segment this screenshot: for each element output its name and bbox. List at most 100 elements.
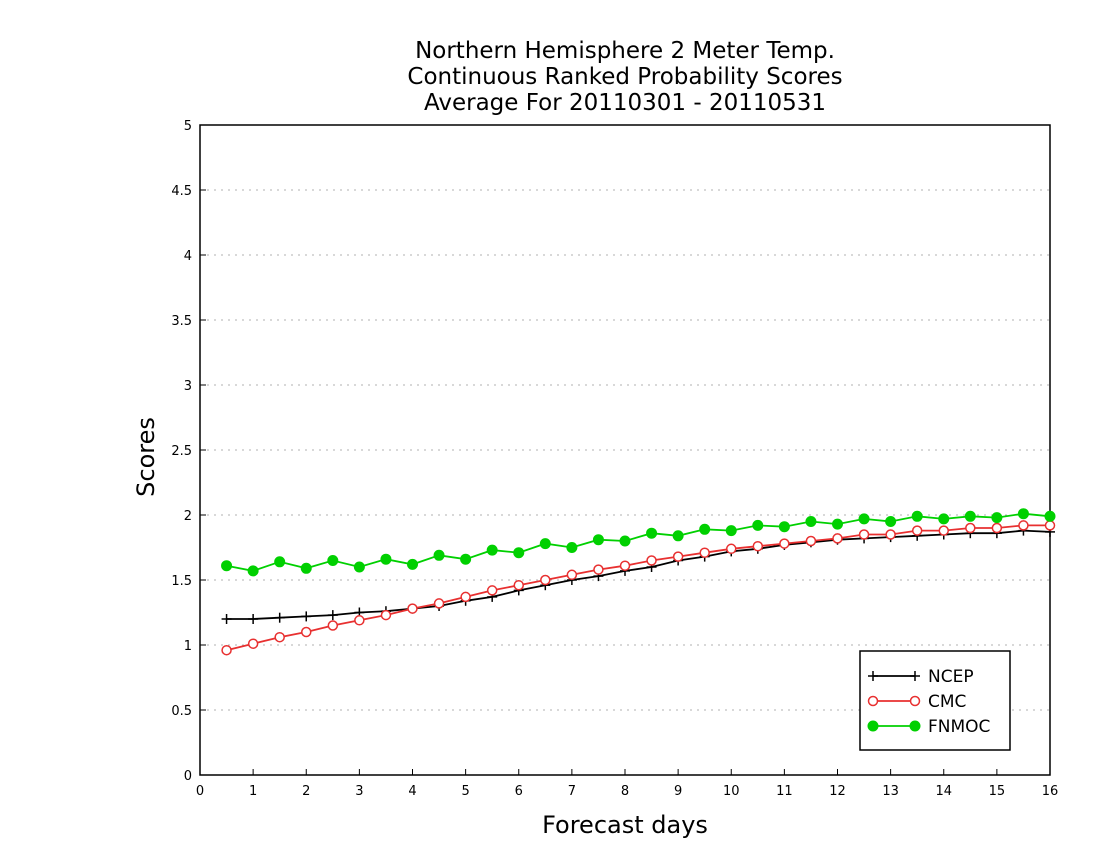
legend-label: NCEP — [928, 667, 974, 687]
legend-marker — [909, 695, 921, 707]
data-point-cmc — [938, 525, 949, 536]
data-point-fnmoc — [433, 549, 445, 561]
data-point-cmc — [858, 529, 870, 540]
series-group — [221, 508, 1056, 656]
data-point-cmc — [274, 631, 285, 643]
x-tick-label: 8 — [621, 784, 629, 799]
legend: NCEP CMC FNMOC — [859, 650, 1011, 751]
x-tick-label: 16 — [1042, 784, 1059, 799]
data-point-cmc — [779, 538, 790, 549]
x-tick-label: 10 — [723, 784, 740, 799]
data-point-cmc — [593, 564, 604, 575]
y-tick-label: 1.5 — [171, 574, 192, 589]
legend-entry-fnmoc: FNMOC — [867, 717, 990, 737]
y-tick-label: 3 — [184, 379, 192, 394]
y-axis: 0 0.5 1 1.5 2 2.5 3 3.5 4 4.5 5 — [171, 119, 206, 784]
x-tick-label: 5 — [461, 784, 469, 799]
data-point-cmc — [566, 569, 578, 581]
data-point-cmc — [752, 540, 764, 552]
x-tick-label: 0 — [196, 784, 204, 799]
x-tick-label: 11 — [776, 784, 793, 799]
legend-marker — [910, 671, 920, 681]
data-point-cmc — [354, 615, 365, 626]
data-point-cmc — [672, 551, 684, 562]
x-tick-label: 2 — [302, 784, 310, 799]
legend-marker — [909, 720, 921, 732]
x-axis-label: Forecast days — [542, 811, 708, 839]
data-point-cmc — [407, 603, 418, 614]
data-point-fnmoc — [247, 565, 259, 577]
y-axis-label: Scores — [132, 417, 160, 497]
data-point-cmc — [965, 522, 976, 534]
data-point-fnmoc — [911, 510, 923, 522]
data-point-cmc — [540, 574, 551, 586]
data-point-fnmoc — [539, 538, 551, 550]
data-point-ncep — [221, 614, 232, 624]
data-point-cmc — [486, 585, 498, 596]
data-point-fnmoc — [1017, 508, 1029, 520]
data-point-fnmoc — [885, 516, 897, 527]
x-tick-label: 4 — [408, 784, 416, 799]
y-tick-label: 4 — [184, 249, 192, 264]
x-tick-label: 7 — [568, 784, 576, 799]
x-tick-label: 3 — [355, 784, 363, 799]
data-point-fnmoc — [938, 513, 950, 525]
x-tick-label: 6 — [515, 784, 523, 799]
data-point-fnmoc — [460, 553, 472, 565]
data-point-cmc — [885, 529, 896, 540]
series-cmc — [221, 520, 1056, 656]
x-tick-label: 14 — [935, 784, 952, 799]
y-tick-label: 0 — [184, 769, 192, 784]
data-point-cmc — [832, 533, 843, 544]
data-point-fnmoc — [805, 516, 817, 527]
y-tick-label: 2.5 — [171, 444, 192, 459]
legend-label: FNMOC — [928, 717, 990, 737]
data-point-cmc — [327, 620, 339, 631]
data-point-fnmoc — [778, 521, 790, 533]
y-tick-label: 1 — [184, 639, 192, 654]
data-point-ncep — [301, 611, 312, 622]
data-point-fnmoc — [725, 525, 737, 537]
data-point-fnmoc — [566, 542, 578, 553]
data-point-cmc — [1018, 520, 1029, 531]
series-line-cmc — [226, 524, 1050, 652]
data-point-cmc — [911, 525, 923, 536]
data-point-ncep — [327, 610, 338, 621]
x-tick-label: 13 — [882, 784, 899, 799]
data-point-fnmoc — [1044, 510, 1056, 522]
data-point-fnmoc — [274, 556, 286, 568]
y-tick-label: 2 — [184, 509, 192, 524]
data-point-fnmoc — [513, 547, 525, 559]
data-point-cmc — [460, 591, 471, 603]
data-point-fnmoc — [991, 512, 1003, 524]
series-ncep — [221, 525, 1055, 624]
legend-entry-ncep: NCEP — [868, 667, 974, 687]
data-point-fnmoc — [380, 553, 392, 565]
data-point-cmc — [221, 644, 232, 656]
data-point-cmc — [301, 626, 312, 638]
x-tick-label: 12 — [829, 784, 846, 799]
data-point-cmc — [380, 609, 392, 621]
x-axis: 0 1 2 3 4 5 6 7 8 9 10 11 12 13 14 15 16 — [196, 769, 1058, 799]
y-tick-label: 3.5 — [171, 314, 192, 329]
data-point-fnmoc — [752, 519, 764, 531]
series-fnmoc — [221, 508, 1056, 577]
data-point-fnmoc — [964, 510, 976, 522]
legend-marker — [867, 695, 879, 707]
chart-title: Northern Hemisphere 2 Meter Temp. Contin… — [407, 38, 842, 116]
grid — [200, 189, 1050, 711]
data-point-cmc — [805, 535, 817, 547]
legend-marker — [867, 720, 879, 732]
y-tick-label: 5 — [184, 119, 192, 134]
data-point-fnmoc — [832, 518, 843, 530]
data-point-cmc — [619, 560, 631, 571]
data-point-cmc — [433, 598, 445, 609]
series-line-ncep — [226, 529, 1051, 620]
data-point-fnmoc — [646, 527, 658, 539]
data-point-cmc — [646, 555, 657, 566]
data-point-ncep — [248, 614, 259, 624]
data-point-fnmoc — [300, 562, 312, 574]
data-point-cmc — [699, 547, 710, 558]
data-point-fnmoc — [407, 558, 418, 570]
